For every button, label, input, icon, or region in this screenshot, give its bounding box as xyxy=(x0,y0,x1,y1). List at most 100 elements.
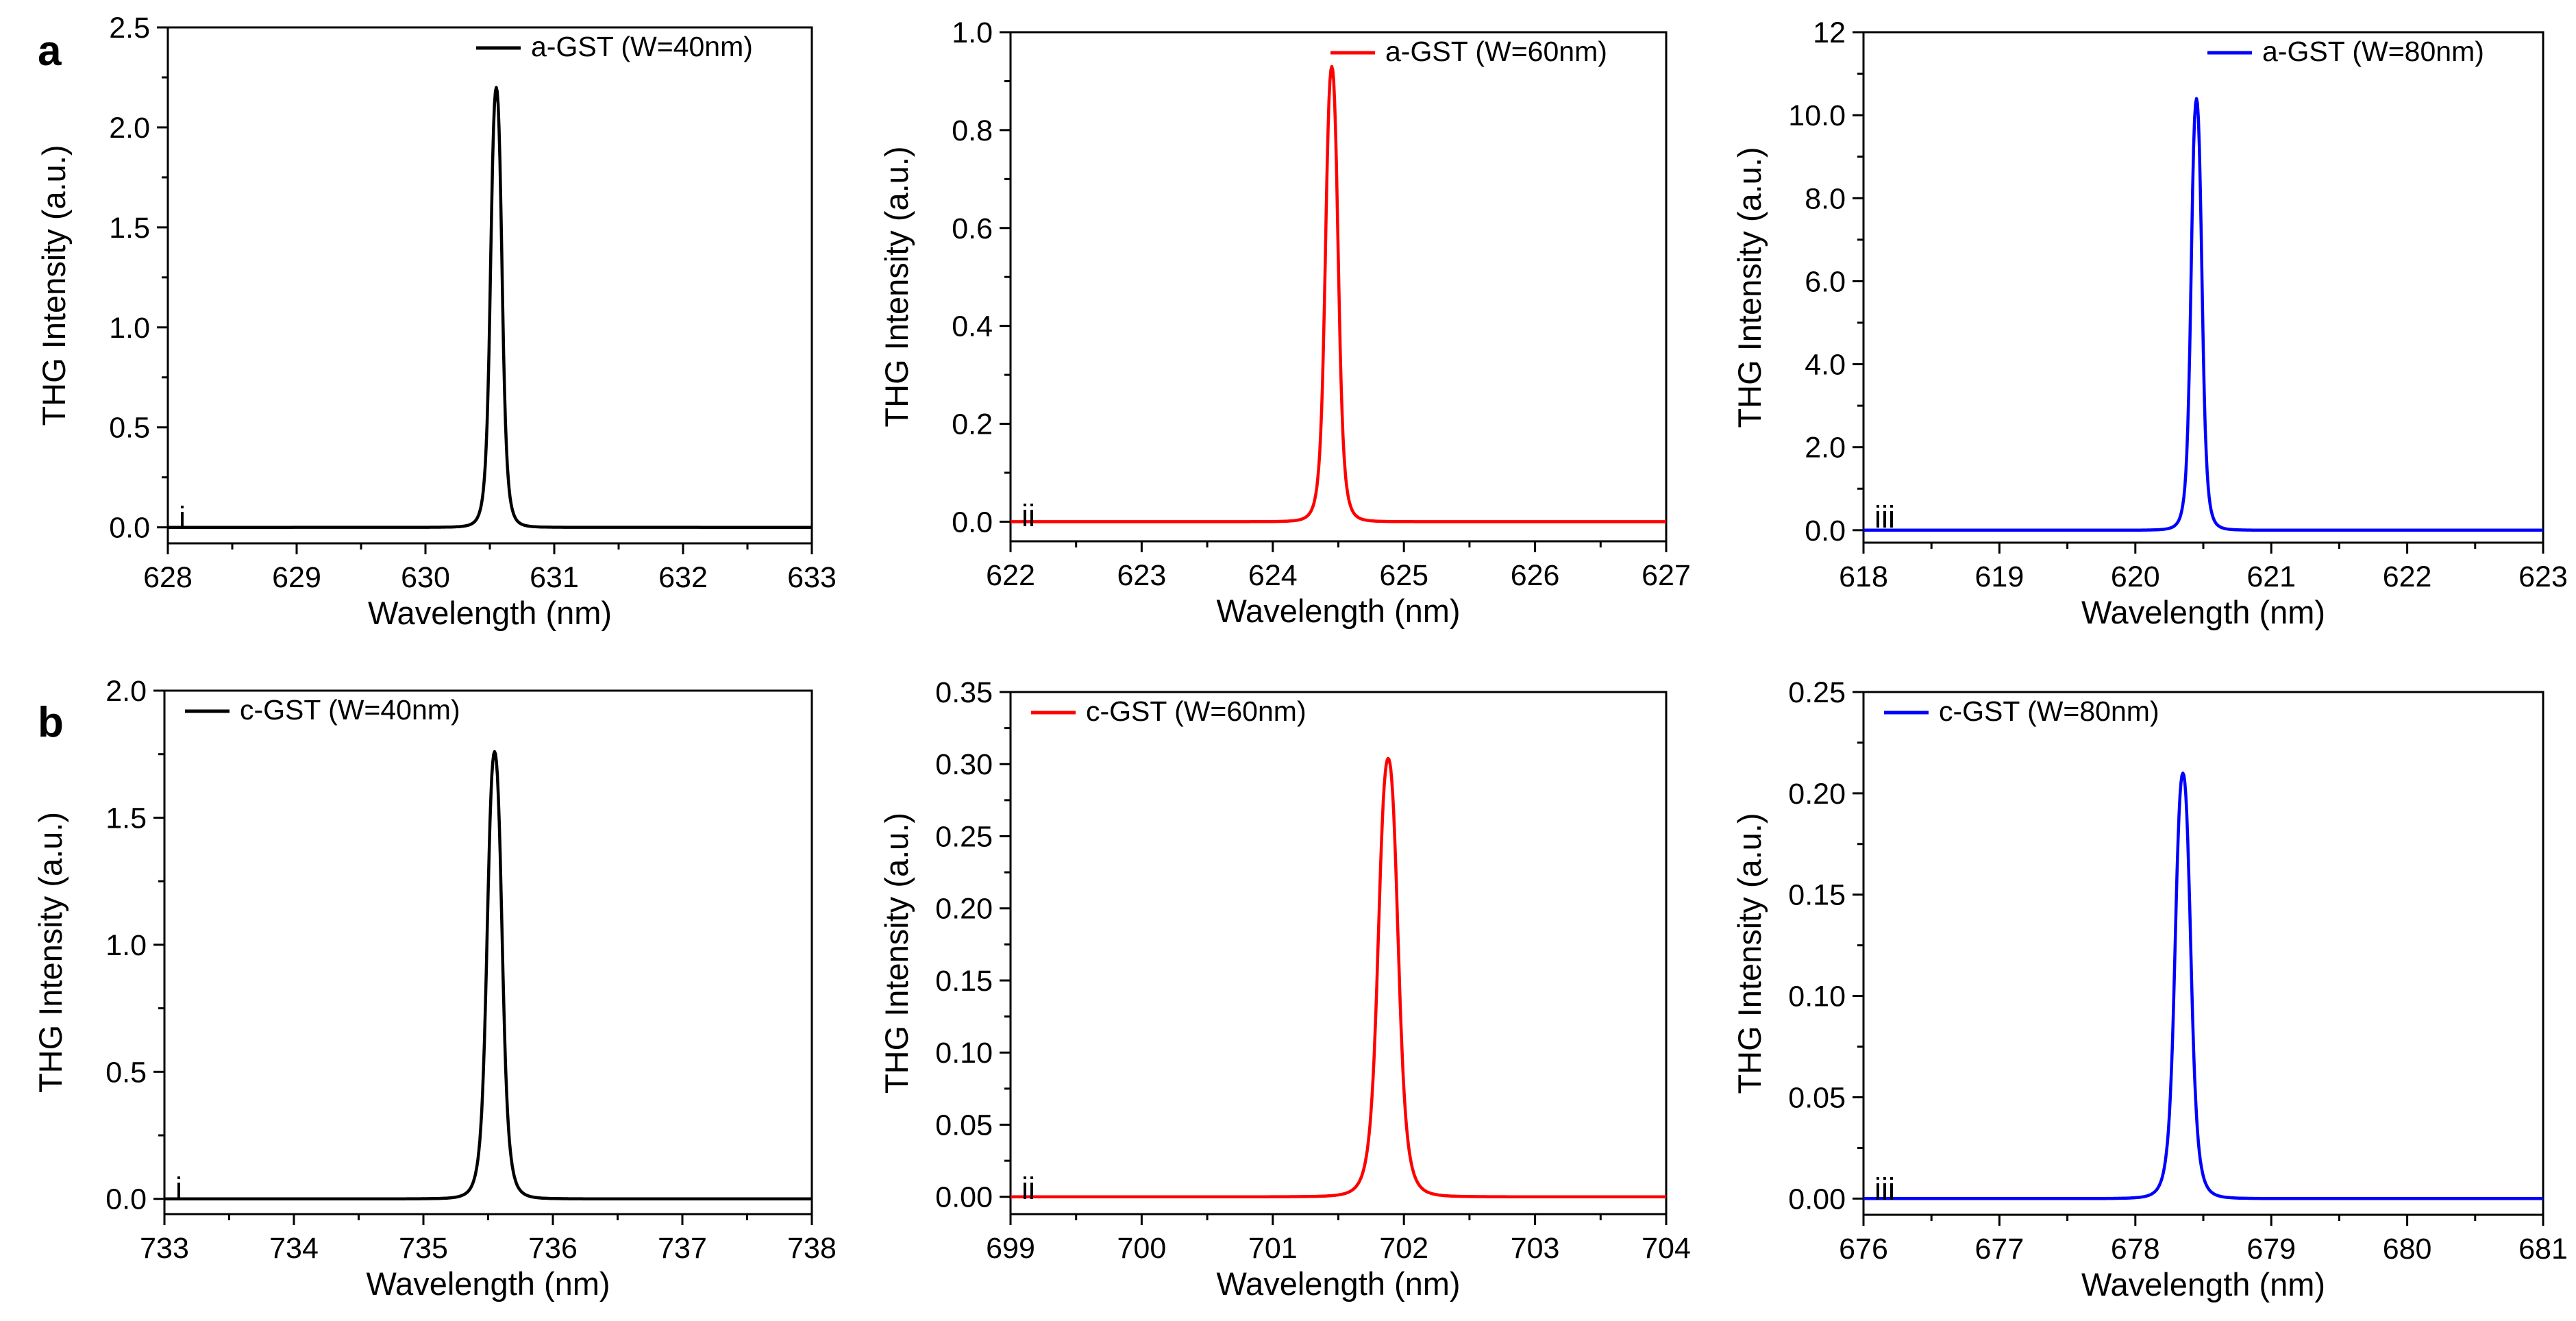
x-tick-label: 703 xyxy=(1511,1232,1560,1265)
panel-label: iii xyxy=(1874,1172,1895,1207)
series-line xyxy=(1010,64,1667,523)
x-tick-label: 621 xyxy=(2246,560,2296,593)
x-axis-title: Wavelength (nm) xyxy=(2081,1266,2325,1303)
panel-label: ii xyxy=(1021,498,1035,533)
x-tick-label: 737 xyxy=(658,1232,707,1265)
x-tick-label: 736 xyxy=(528,1232,578,1265)
x-tick-label: 631 xyxy=(530,561,579,594)
y-tick-label: 0.10 xyxy=(1788,980,1846,1013)
chart-panel-a-iii: 618 619 620 621 622 623 0.0 2.0 4.0 6.0 8.0 10.0 12 W… xyxy=(1731,16,2568,630)
x-tick-label: 629 xyxy=(272,561,321,594)
x-tick-label: 733 xyxy=(140,1232,189,1265)
plot-frame xyxy=(1862,691,2544,1216)
chart-panel-b-i: 733 734 735 736 737 738 0.0 0.5 1.0 1.5 2.0 Wavelen… xyxy=(32,675,837,1302)
x-tick-label: 626 xyxy=(1511,559,1560,592)
chart-panel-a-ii: 622 623 624 625 626 627 0.0 0.2 0.4 0.6 0.8 1.0 Wave… xyxy=(878,16,1691,629)
x-tick-label: 625 xyxy=(1379,559,1428,592)
legend-label: c-GST (W=80nm) xyxy=(1939,695,2159,727)
plot-frame xyxy=(1009,691,1668,1215)
x-tick-label: 702 xyxy=(1379,1232,1428,1265)
x-tick-label: 700 xyxy=(1117,1232,1167,1265)
x-axis-title: Wavelength (nm) xyxy=(368,595,612,631)
y-tick-label: 0.05 xyxy=(1788,1081,1846,1114)
x-tick-label: 627 xyxy=(1642,559,1691,592)
chart-panel-b-iii: 676 677 678 679 680 681 0.00 0.05 0.10 0.15 0.20 0.… xyxy=(1731,676,2568,1303)
series-line xyxy=(1863,771,2544,1200)
y-tick-label: 0.25 xyxy=(935,820,993,853)
x-tick-label: 633 xyxy=(787,561,837,594)
y-tick-label: 1.0 xyxy=(106,929,147,962)
y-tick-label: 1.0 xyxy=(109,312,150,345)
y-tick-label: 0.5 xyxy=(106,1056,147,1089)
y-tick-label: 2.0 xyxy=(109,112,150,145)
x-tick-label: 619 xyxy=(1975,560,2024,593)
y-tick-label: 0.25 xyxy=(1788,676,1846,709)
panel-label: ii xyxy=(1021,1171,1035,1206)
y-tick-label: 0.4 xyxy=(952,310,993,343)
x-tick-label: 678 xyxy=(2111,1233,2160,1266)
y-tick-label: 0.0 xyxy=(1805,515,1846,547)
y-tick-label: 0.2 xyxy=(952,408,993,441)
x-tick-label: 628 xyxy=(143,561,193,594)
y-axis-title: THG Intensity (a.u.) xyxy=(878,146,915,427)
x-tick-label: 699 xyxy=(986,1232,1035,1265)
panel-label: iii xyxy=(1874,499,1895,534)
x-tick-label: 676 xyxy=(1839,1233,1888,1266)
y-tick-label: 10.0 xyxy=(1788,99,1846,132)
y-tick-label: 0.15 xyxy=(935,965,993,998)
x-tick-label: 681 xyxy=(2518,1233,2568,1266)
y-tick-label: 6.0 xyxy=(1805,265,1846,298)
x-tick-label: 618 xyxy=(1839,560,1888,593)
y-tick-label: 0.10 xyxy=(935,1037,993,1070)
legend-label: a-GST (W=60nm) xyxy=(1385,36,1607,67)
y-tick-label: 4.0 xyxy=(1805,349,1846,382)
x-tick-label: 630 xyxy=(401,561,450,594)
series-line xyxy=(1863,97,2544,532)
series-line xyxy=(164,750,813,1200)
x-tick-label: 623 xyxy=(2518,560,2568,593)
y-tick-label: 0.0 xyxy=(952,506,993,539)
x-tick-label: 738 xyxy=(787,1232,837,1265)
x-axis-title: Wavelength (nm) xyxy=(1216,1266,1460,1302)
y-tick-label: 1.5 xyxy=(109,212,150,245)
legend-label: c-GST (W=60nm) xyxy=(1086,695,1306,727)
y-tick-label: 0.5 xyxy=(109,412,150,445)
x-axis-title: Wavelength (nm) xyxy=(366,1266,610,1302)
y-tick-label: 0.30 xyxy=(935,748,993,781)
legend-label: a-GST (W=40nm) xyxy=(531,31,753,62)
x-tick-label: 680 xyxy=(2383,1233,2432,1266)
y-tick-label: 12 xyxy=(1813,16,1846,49)
chart-panel-a-i: 628 629 630 631 632 633 0.0 0.5 1.0 1.5 2.0 2.5 Wave… xyxy=(36,12,837,631)
x-tick-label: 620 xyxy=(2111,560,2160,593)
x-tick-label: 735 xyxy=(399,1232,448,1265)
x-tick-label: 701 xyxy=(1248,1232,1298,1265)
y-tick-label: 0.20 xyxy=(935,893,993,926)
y-axis-title: THG Intensity (a.u.) xyxy=(1731,147,1768,428)
y-tick-label: 8.0 xyxy=(1805,182,1846,215)
x-axis-title: Wavelength (nm) xyxy=(2081,594,2325,630)
panel-label: i xyxy=(175,1171,182,1206)
row-label-a: a xyxy=(38,27,62,75)
y-tick-label: 0.15 xyxy=(1788,879,1846,912)
y-tick-label: 0.8 xyxy=(952,114,993,147)
y-tick-label: 0.00 xyxy=(1788,1183,1846,1215)
series-line xyxy=(167,86,813,529)
legend-label: c-GST (W=40nm) xyxy=(240,694,460,726)
x-tick-label: 632 xyxy=(658,561,708,594)
x-tick-label: 622 xyxy=(2383,560,2432,593)
x-tick-label: 734 xyxy=(269,1232,319,1265)
x-tick-label: 704 xyxy=(1642,1232,1691,1265)
y-tick-label: 1.0 xyxy=(952,16,993,49)
series-line xyxy=(1010,756,1667,1198)
y-axis-title: THG Intensity (a.u.) xyxy=(878,813,915,1094)
y-tick-label: 1.5 xyxy=(106,802,147,835)
row-label-b: b xyxy=(38,699,64,746)
y-axis-title: THG Intensity (a.u.) xyxy=(1731,813,1768,1094)
panel-label: i xyxy=(179,500,186,535)
y-tick-label: 0.35 xyxy=(935,676,993,709)
y-axis-title: THG Intensity (a.u.) xyxy=(32,812,69,1093)
x-tick-label: 624 xyxy=(1248,559,1298,592)
y-tick-label: 2.5 xyxy=(109,12,150,45)
x-tick-label: 622 xyxy=(986,559,1035,592)
